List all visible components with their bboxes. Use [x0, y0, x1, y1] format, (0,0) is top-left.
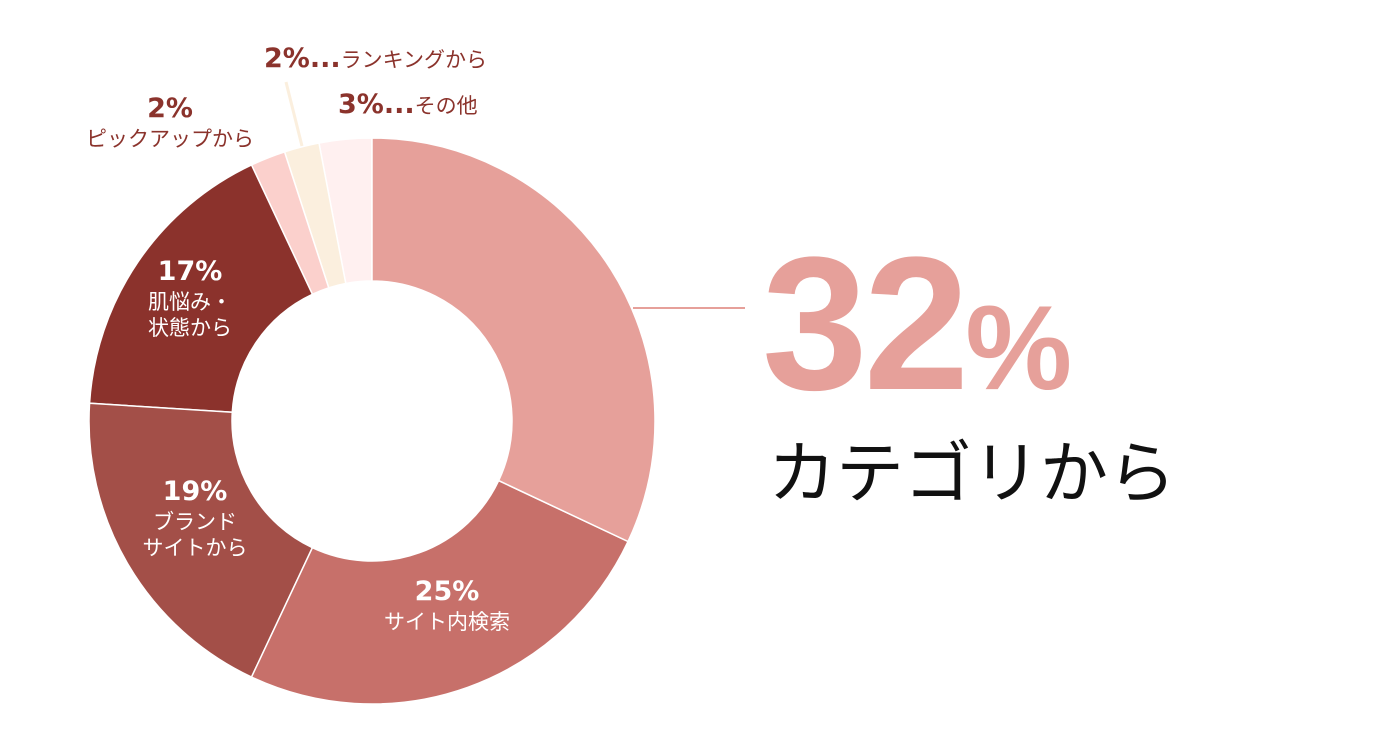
- label-other: 3%...その他: [338, 88, 478, 122]
- label-17-line1: 肌悩み・: [148, 289, 232, 314]
- label-19: 19% ブランド サイトから: [120, 475, 270, 561]
- label-ranking-text: ランキングから: [340, 48, 487, 72]
- label-17: 17% 肌悩み・ 状態から: [115, 255, 265, 341]
- label-25-text: サイト内検索: [384, 609, 510, 634]
- slice-2: [88, 402, 314, 679]
- label-pickup-text: ピックアップから: [86, 126, 254, 151]
- highlight-value: 32%: [762, 215, 1072, 433]
- highlight-text: カテゴリから: [768, 435, 1177, 514]
- label-19-pct: 19%: [162, 476, 228, 507]
- label-19-line2: サイトから: [142, 536, 248, 560]
- leader-line-ranking: [284, 81, 304, 147]
- label-25-pct: 25%: [414, 576, 480, 607]
- slice-1: [250, 479, 630, 705]
- label-17-pct: 17%: [157, 256, 223, 287]
- slice-4: [250, 150, 330, 296]
- label-17-line2: 状態から: [148, 316, 232, 340]
- label-19-line1: ブランド: [153, 509, 237, 534]
- slice-3: [88, 163, 314, 414]
- label-ranking-pct: 2%...: [264, 43, 341, 74]
- label-ranking: 2%...ランキングから: [264, 42, 487, 76]
- highlight-unit: %: [965, 281, 1073, 415]
- label-25: 25% サイト内検索: [352, 575, 542, 635]
- slice-0: [371, 137, 656, 543]
- slice-5: [283, 142, 347, 289]
- highlight-number: 32: [762, 218, 969, 430]
- label-pickup-pct: 2%: [147, 93, 193, 124]
- label-pickup: 2% ピックアップから: [60, 92, 280, 152]
- label-other-pct: 3%...: [338, 89, 415, 120]
- label-other-text: その他: [414, 94, 478, 118]
